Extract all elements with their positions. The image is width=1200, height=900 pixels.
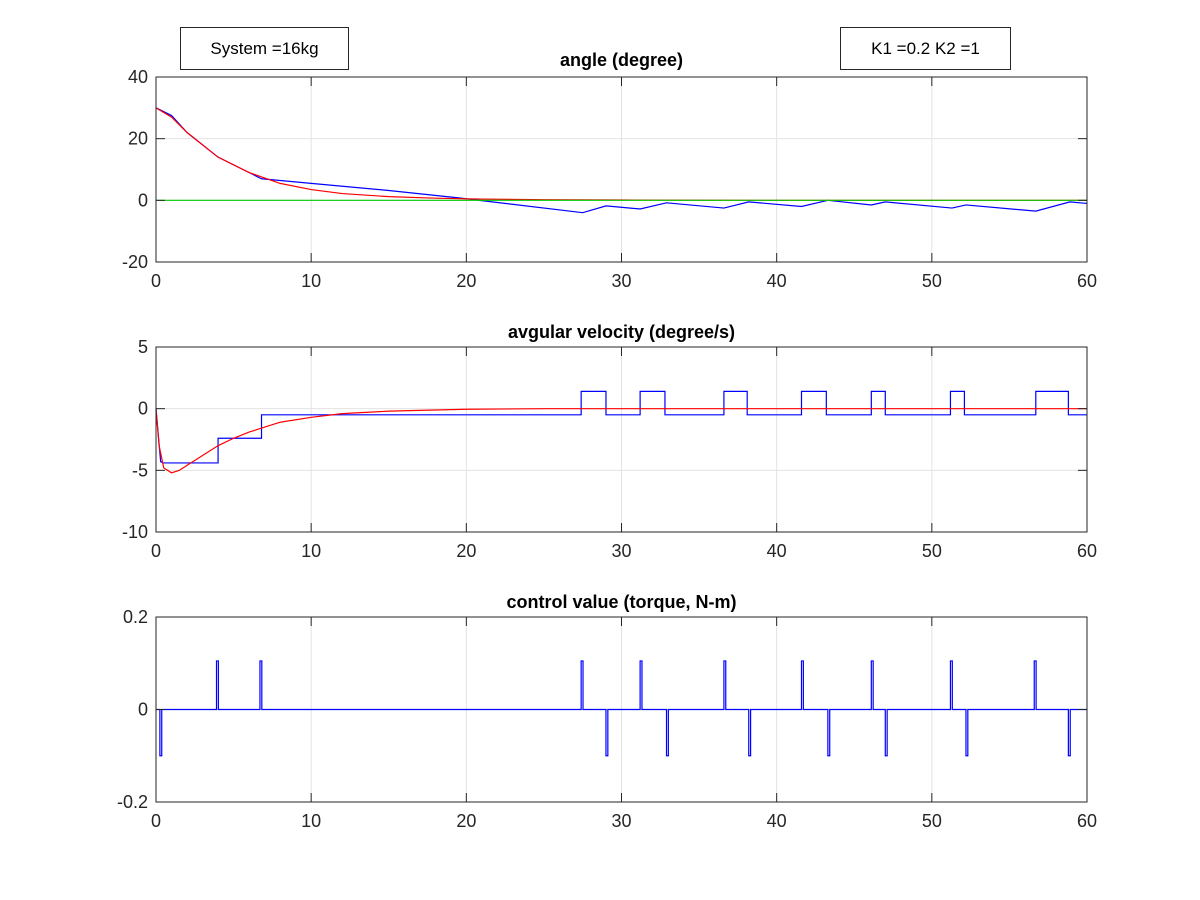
x-tick-label: 40 <box>767 811 787 831</box>
x-tick-label: 10 <box>301 541 321 561</box>
title-angle: angle (degree) <box>560 50 683 70</box>
x-tick-label: 20 <box>456 541 476 561</box>
x-tick-label: 30 <box>611 541 631 561</box>
x-tick-label: 40 <box>767 541 787 561</box>
system-mass-annotation: System =16kg <box>180 27 349 70</box>
series-line-0 <box>155 390 1087 464</box>
x-tick-label: 0 <box>151 271 161 291</box>
x-tick-label: 50 <box>922 811 942 831</box>
x-tick-label: 20 <box>456 811 476 831</box>
y-tick-label: -20 <box>122 252 148 272</box>
x-tick-label: 10 <box>301 271 321 291</box>
y-tick-label: 40 <box>128 67 148 87</box>
x-tick-label: 10 <box>301 811 321 831</box>
x-tick-label: 0 <box>151 541 161 561</box>
y-tick-label: 20 <box>128 129 148 149</box>
x-tick-label: 30 <box>611 811 631 831</box>
torque-pulse-line <box>156 660 1087 757</box>
y-tick-label: -10 <box>122 522 148 542</box>
y-ticks-angle: -20 0 20 40 <box>122 67 1087 272</box>
y-ticks-control-value: -0.2 0 0.2 <box>117 607 1087 812</box>
x-ticks-angle: 0 10 20 30 40 50 60 <box>151 77 1097 291</box>
y-ticks-angular-velocity: -10 -5 0 5 <box>122 337 1087 542</box>
controller-gains-annotation: K1 =0.2 K2 =1 <box>840 27 1011 70</box>
y-tick-label: -0.2 <box>117 792 148 812</box>
subplot-angular-velocity: 0 10 20 30 40 50 60 -10 -5 0 5 avgular velocity (… <box>122 322 1097 561</box>
y-tick-label: -5 <box>132 460 148 480</box>
series-group-angle <box>155 107 1088 214</box>
series-group-angular-velocity <box>155 390 1087 474</box>
x-tick-label: 60 <box>1077 271 1097 291</box>
y-tick-label: 0 <box>138 190 148 210</box>
y-tick-label: 0 <box>138 399 148 419</box>
y-tick-label: 0 <box>138 700 148 720</box>
x-ticks-angular-velocity: 0 10 20 30 40 50 60 <box>151 347 1097 561</box>
x-tick-label: 0 <box>151 811 161 831</box>
title-control-value: control value (torque, N-m) <box>506 592 736 612</box>
y-tick-label: 5 <box>138 337 148 357</box>
title-angular-velocity: avgular velocity (degree/s) <box>508 322 735 342</box>
y-tick-label: 0.2 <box>123 607 148 627</box>
x-tick-label: 40 <box>767 271 787 291</box>
x-tick-label: 30 <box>611 271 631 291</box>
series-group-control-value <box>156 660 1087 757</box>
series-line-1 <box>155 408 1087 474</box>
x-tick-label: 50 <box>922 541 942 561</box>
x-tick-label: 20 <box>456 271 476 291</box>
x-tick-label: 60 <box>1077 541 1097 561</box>
x-ticks-control-value: 0 10 20 30 40 50 60 <box>151 617 1097 831</box>
x-tick-label: 60 <box>1077 811 1097 831</box>
x-tick-label: 50 <box>922 271 942 291</box>
subplot-control-value: 0 10 20 30 40 50 60 -0.200.2 control value (to… <box>117 592 1097 831</box>
